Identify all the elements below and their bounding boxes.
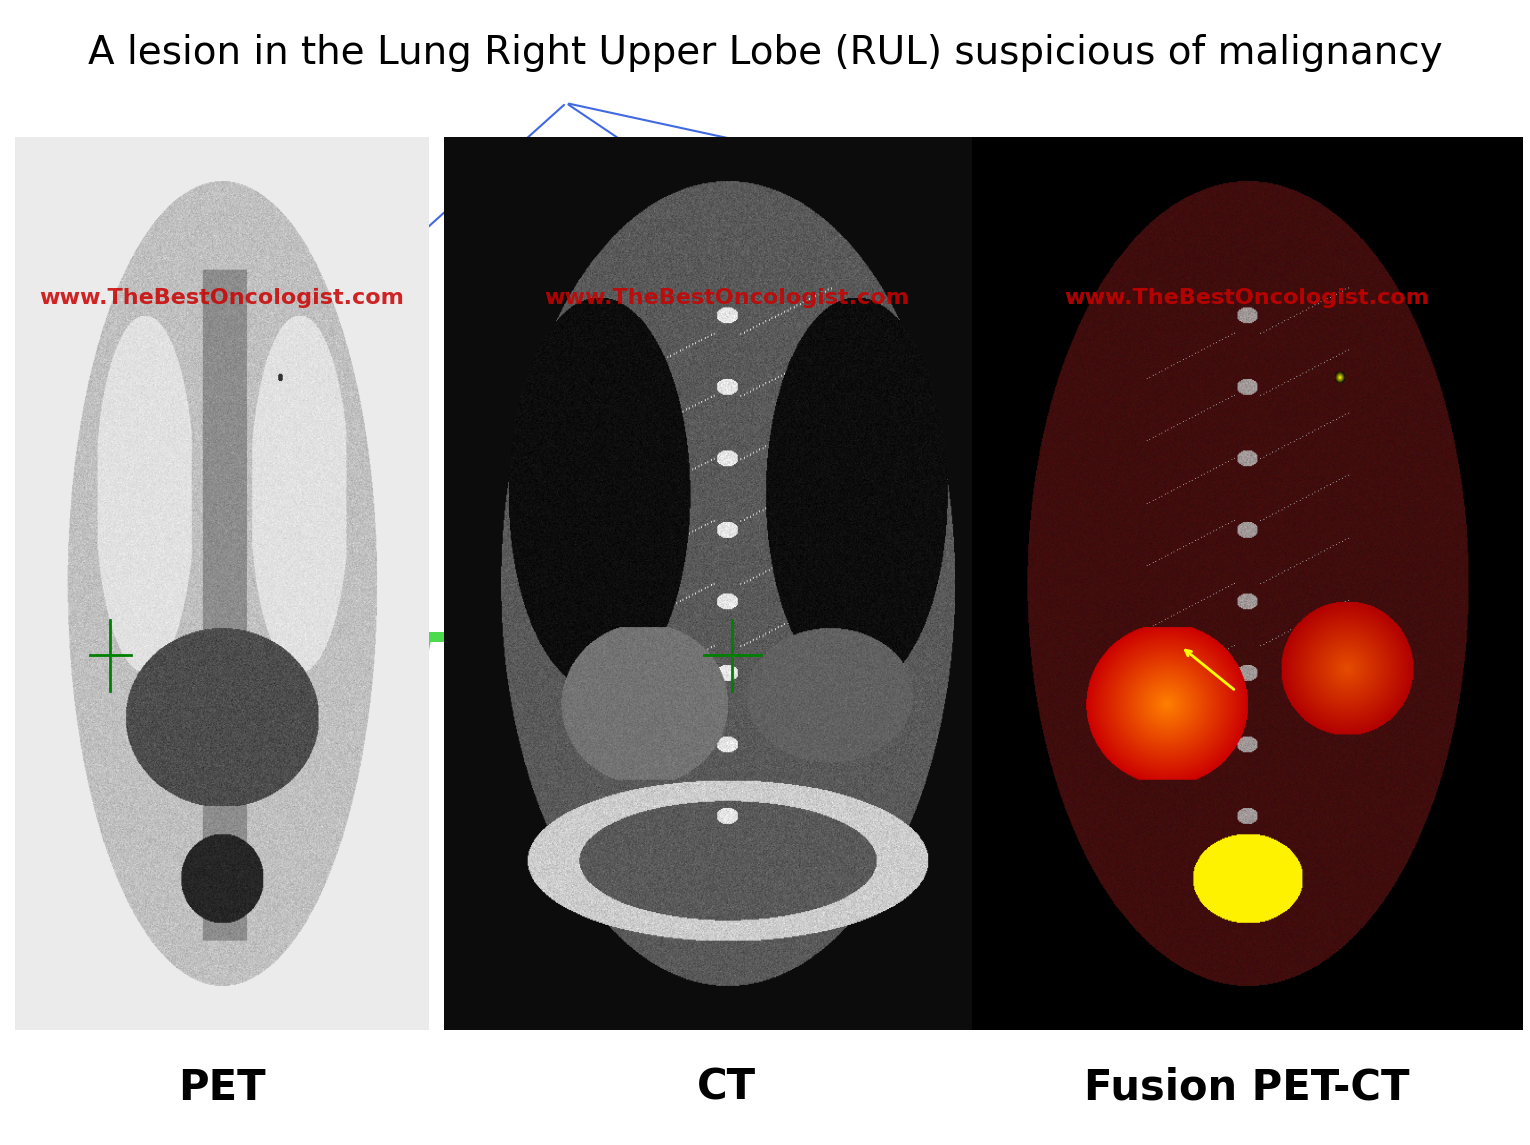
Text: A lesion in the Lung Right Upper Lobe (RUL) suspicious of malignancy: A lesion in the Lung Right Upper Lobe (R… (87, 34, 1443, 72)
Text: Fusion PET-CT: Fusion PET-CT (1085, 1067, 1409, 1108)
Text: www.TheBestOncologist.com: www.TheBestOncologist.com (545, 289, 909, 308)
Text: CT: CT (698, 1067, 756, 1108)
Text: www.TheBestOncologist.com: www.TheBestOncologist.com (40, 289, 404, 308)
Text: www.TheBestOncologist.com: www.TheBestOncologist.com (173, 630, 1357, 698)
Text: PET: PET (177, 1067, 266, 1108)
Text: www.TheBestOncologist.com: www.TheBestOncologist.com (1065, 289, 1429, 308)
